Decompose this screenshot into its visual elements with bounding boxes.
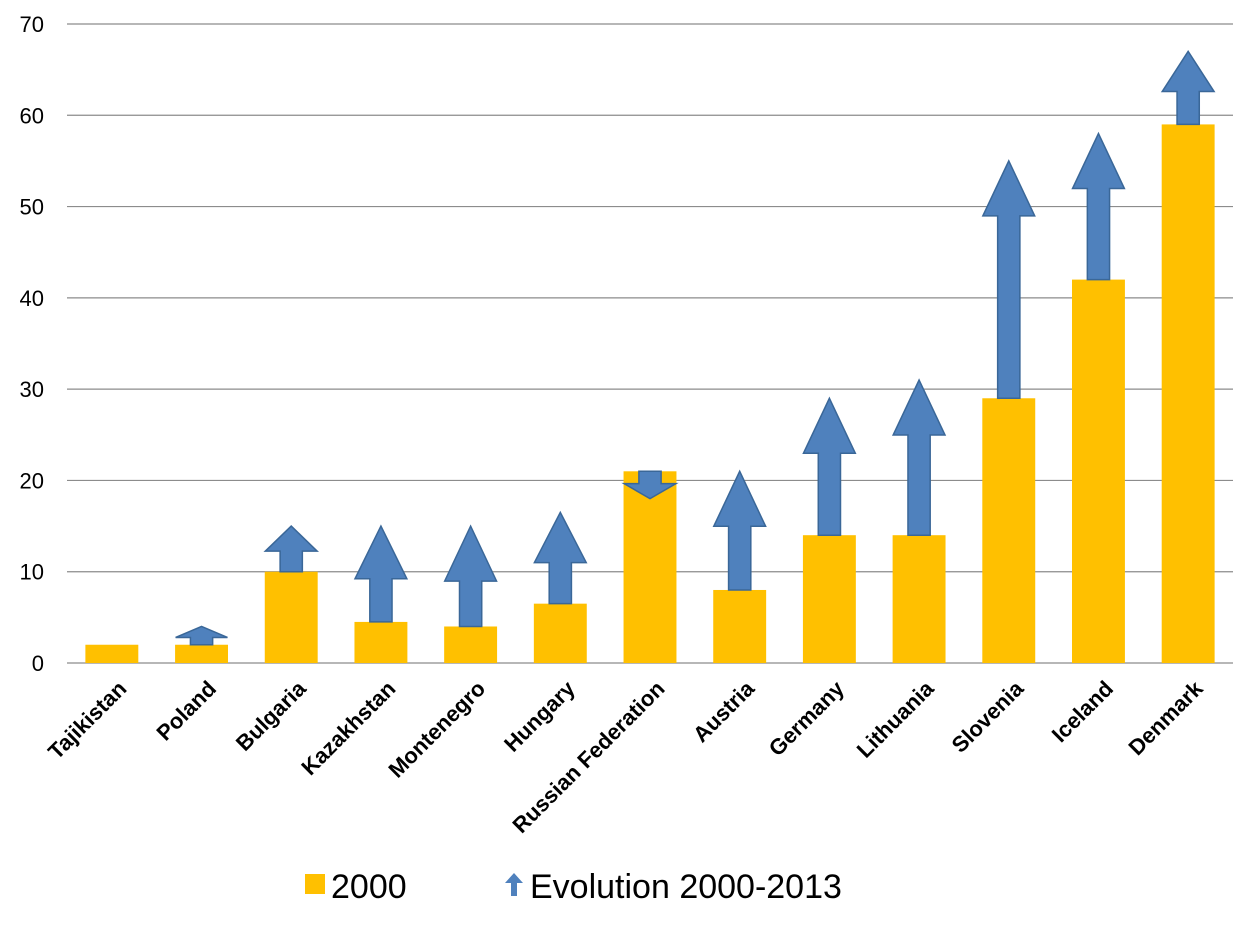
y-tick-label: 0 — [32, 651, 44, 676]
bar-2000 — [1161, 124, 1215, 663]
bar-2000 — [444, 626, 498, 663]
x-tick-label: Montenegro — [383, 676, 490, 783]
evolution-arrow — [802, 396, 857, 536]
x-tick-label: Slovenia — [947, 675, 1029, 757]
y-tick-label: 70 — [20, 12, 44, 37]
evolution-arrow — [621, 470, 679, 500]
x-tick-label: Austria — [688, 675, 760, 747]
bar-2000 — [892, 535, 946, 663]
y-tick-label: 10 — [20, 560, 44, 585]
bar-2000 — [802, 535, 856, 663]
x-tick-label: Lithuania — [852, 675, 939, 762]
legend: 2000 Evolution 2000-2013 — [305, 868, 842, 906]
bar-2000 — [623, 471, 677, 663]
x-tick-label: Poland — [152, 676, 222, 746]
evolution-arrow — [533, 510, 588, 605]
evolution-arrow — [1160, 50, 1216, 126]
legend-label-2000: 2000 — [331, 868, 407, 906]
evolution-arrow — [712, 469, 767, 591]
x-axis-labels: Tajikistan Poland BulgariaKazakhstanMonten… — [43, 675, 1208, 838]
x-tick-label: Russian Federation — [507, 676, 669, 838]
x-tick-label: Denmark — [1123, 675, 1208, 760]
x-tick-label: Bulgaria — [231, 675, 311, 755]
legend-swatch-2000 — [305, 874, 325, 894]
evolution-arrow — [981, 159, 1036, 400]
bar-2000 — [1072, 279, 1125, 663]
evolution-arrow — [443, 524, 498, 628]
legend-label-evolution: Evolution 2000-2013 — [530, 868, 842, 906]
y-tick-label: 30 — [20, 377, 44, 402]
bar-2000 — [264, 571, 318, 663]
arrows-evolution — [175, 50, 1216, 646]
bars-2000 — [85, 124, 1215, 663]
y-tick-label: 20 — [20, 468, 44, 493]
x-tick-label: Tajikistan — [43, 676, 131, 764]
y-axis-ticks: 0 10 20 30 40 50 60 70 — [20, 12, 44, 676]
legend-arrow-icon — [505, 873, 523, 896]
x-tick-label: Germany — [764, 675, 850, 761]
y-tick-label: 50 — [20, 195, 44, 220]
evolution-arrow — [891, 378, 947, 536]
evolution-arrow — [353, 524, 409, 623]
x-tick-label: Hungary — [499, 675, 580, 756]
x-tick-label: Iceland — [1047, 676, 1118, 747]
bar-2000 — [713, 589, 767, 663]
bar-2000 — [175, 644, 228, 663]
y-tick-label: 60 — [20, 103, 44, 128]
y-tick-label: 40 — [20, 286, 44, 311]
bar-2000 — [982, 398, 1036, 663]
bar-2000 — [354, 621, 408, 663]
evolution-arrow — [1071, 131, 1126, 281]
evolution-arrow — [263, 525, 320, 573]
evolution-arrow — [175, 625, 228, 646]
bar-2000 — [85, 644, 139, 663]
bar-2000 — [533, 603, 587, 663]
